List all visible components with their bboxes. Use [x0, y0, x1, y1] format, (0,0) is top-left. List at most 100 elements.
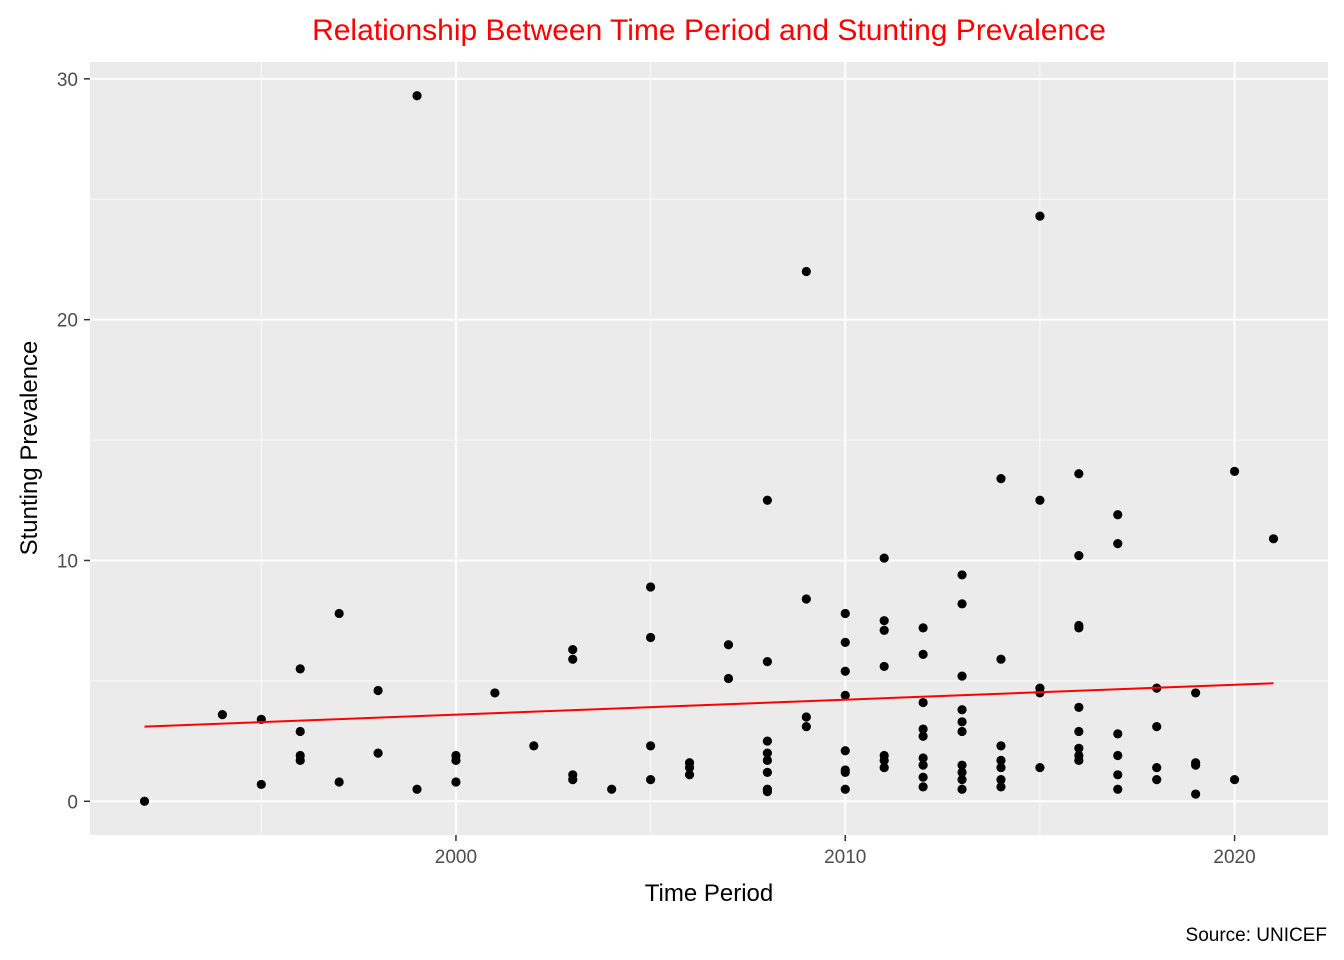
y-axis-ticks: 0 10 20 30 [57, 70, 90, 813]
data-point [801, 722, 811, 732]
data-point [1229, 466, 1240, 476]
data-point [1113, 770, 1123, 780]
y-tick-label: 30 [57, 70, 78, 91]
data-point [373, 685, 383, 696]
data-point [879, 661, 889, 672]
data-point [412, 784, 422, 794]
data-point [1152, 722, 1162, 732]
data-point [918, 753, 928, 763]
data-point [1152, 762, 1162, 773]
data-point [957, 775, 967, 785]
data-point [646, 632, 656, 643]
data-point [957, 767, 967, 777]
data-point [1074, 623, 1084, 633]
data-point [996, 474, 1006, 484]
data-point [918, 731, 928, 741]
data-point [762, 755, 772, 765]
data-point [957, 726, 967, 737]
data-point [334, 608, 344, 619]
trend-line [144, 682, 1274, 728]
data-point [295, 664, 305, 674]
data-point [762, 657, 772, 667]
data-point [957, 705, 967, 715]
data-point [918, 623, 928, 633]
data-point [373, 748, 383, 758]
data-point [1074, 551, 1084, 561]
data-point [568, 644, 578, 655]
x-axis-ticks: 2000 2010 2020 [435, 835, 1256, 868]
x-tick-label: 2000 [435, 847, 477, 868]
data-point [646, 741, 656, 751]
data-point [256, 779, 266, 790]
y-tick-label: 20 [57, 311, 78, 332]
data-point [879, 762, 889, 773]
data-point [295, 755, 305, 765]
data-point [490, 688, 500, 698]
data-point [879, 755, 889, 765]
data-point [1035, 762, 1045, 773]
data-point [451, 777, 461, 787]
data-point [957, 570, 967, 580]
minor-gridlines [90, 62, 1328, 835]
data-point [1152, 775, 1162, 785]
x-axis-title: Time Period [645, 880, 773, 907]
data-point [840, 637, 850, 647]
data-point [879, 625, 889, 635]
data-point [646, 775, 656, 785]
data-point [1074, 755, 1084, 765]
data-point [1113, 784, 1123, 794]
data-point [801, 712, 811, 722]
data-point [801, 266, 811, 277]
data-point [295, 726, 305, 737]
data-point [1035, 495, 1045, 505]
data-point [412, 91, 422, 101]
data-point [918, 724, 928, 734]
data-point [996, 775, 1006, 785]
data-point [918, 649, 928, 659]
data-point [840, 746, 850, 756]
data-point [918, 760, 928, 770]
data-point [918, 772, 928, 782]
data-point [1035, 211, 1045, 221]
data-point [957, 599, 967, 609]
data-point [840, 690, 850, 700]
data-point [996, 755, 1006, 765]
data-point [646, 582, 656, 592]
data-point [996, 654, 1006, 664]
data-point [996, 782, 1006, 792]
x-tick-label: 2020 [1213, 847, 1255, 868]
data-point [957, 671, 967, 681]
data-point [1074, 726, 1084, 737]
data-point [801, 594, 811, 604]
data-point [723, 640, 734, 650]
data-point [879, 616, 889, 626]
x-tick-label: 2010 [824, 847, 866, 868]
data-point [1191, 760, 1201, 770]
data-point [762, 736, 772, 746]
data-point [529, 741, 539, 751]
y-tick-label: 0 [67, 792, 78, 813]
y-tick-label: 10 [57, 551, 78, 572]
data-point [840, 608, 850, 619]
trend-line-layer [144, 682, 1274, 728]
data-point [996, 762, 1006, 773]
data-point [139, 796, 150, 806]
data-point [1191, 688, 1201, 698]
data-point [879, 553, 889, 563]
data-point [1113, 539, 1123, 549]
data-point [1113, 729, 1123, 739]
data-point [723, 673, 734, 684]
data-point [568, 775, 578, 785]
data-point [684, 770, 695, 780]
data-point [840, 784, 850, 794]
data-point [568, 654, 578, 664]
data-point [957, 784, 967, 794]
plot-panel [90, 62, 1328, 835]
data-points [139, 91, 1279, 806]
data-point [957, 717, 967, 727]
data-point [996, 741, 1006, 751]
data-point [1074, 469, 1084, 479]
data-point [451, 755, 461, 765]
data-point [840, 666, 850, 676]
